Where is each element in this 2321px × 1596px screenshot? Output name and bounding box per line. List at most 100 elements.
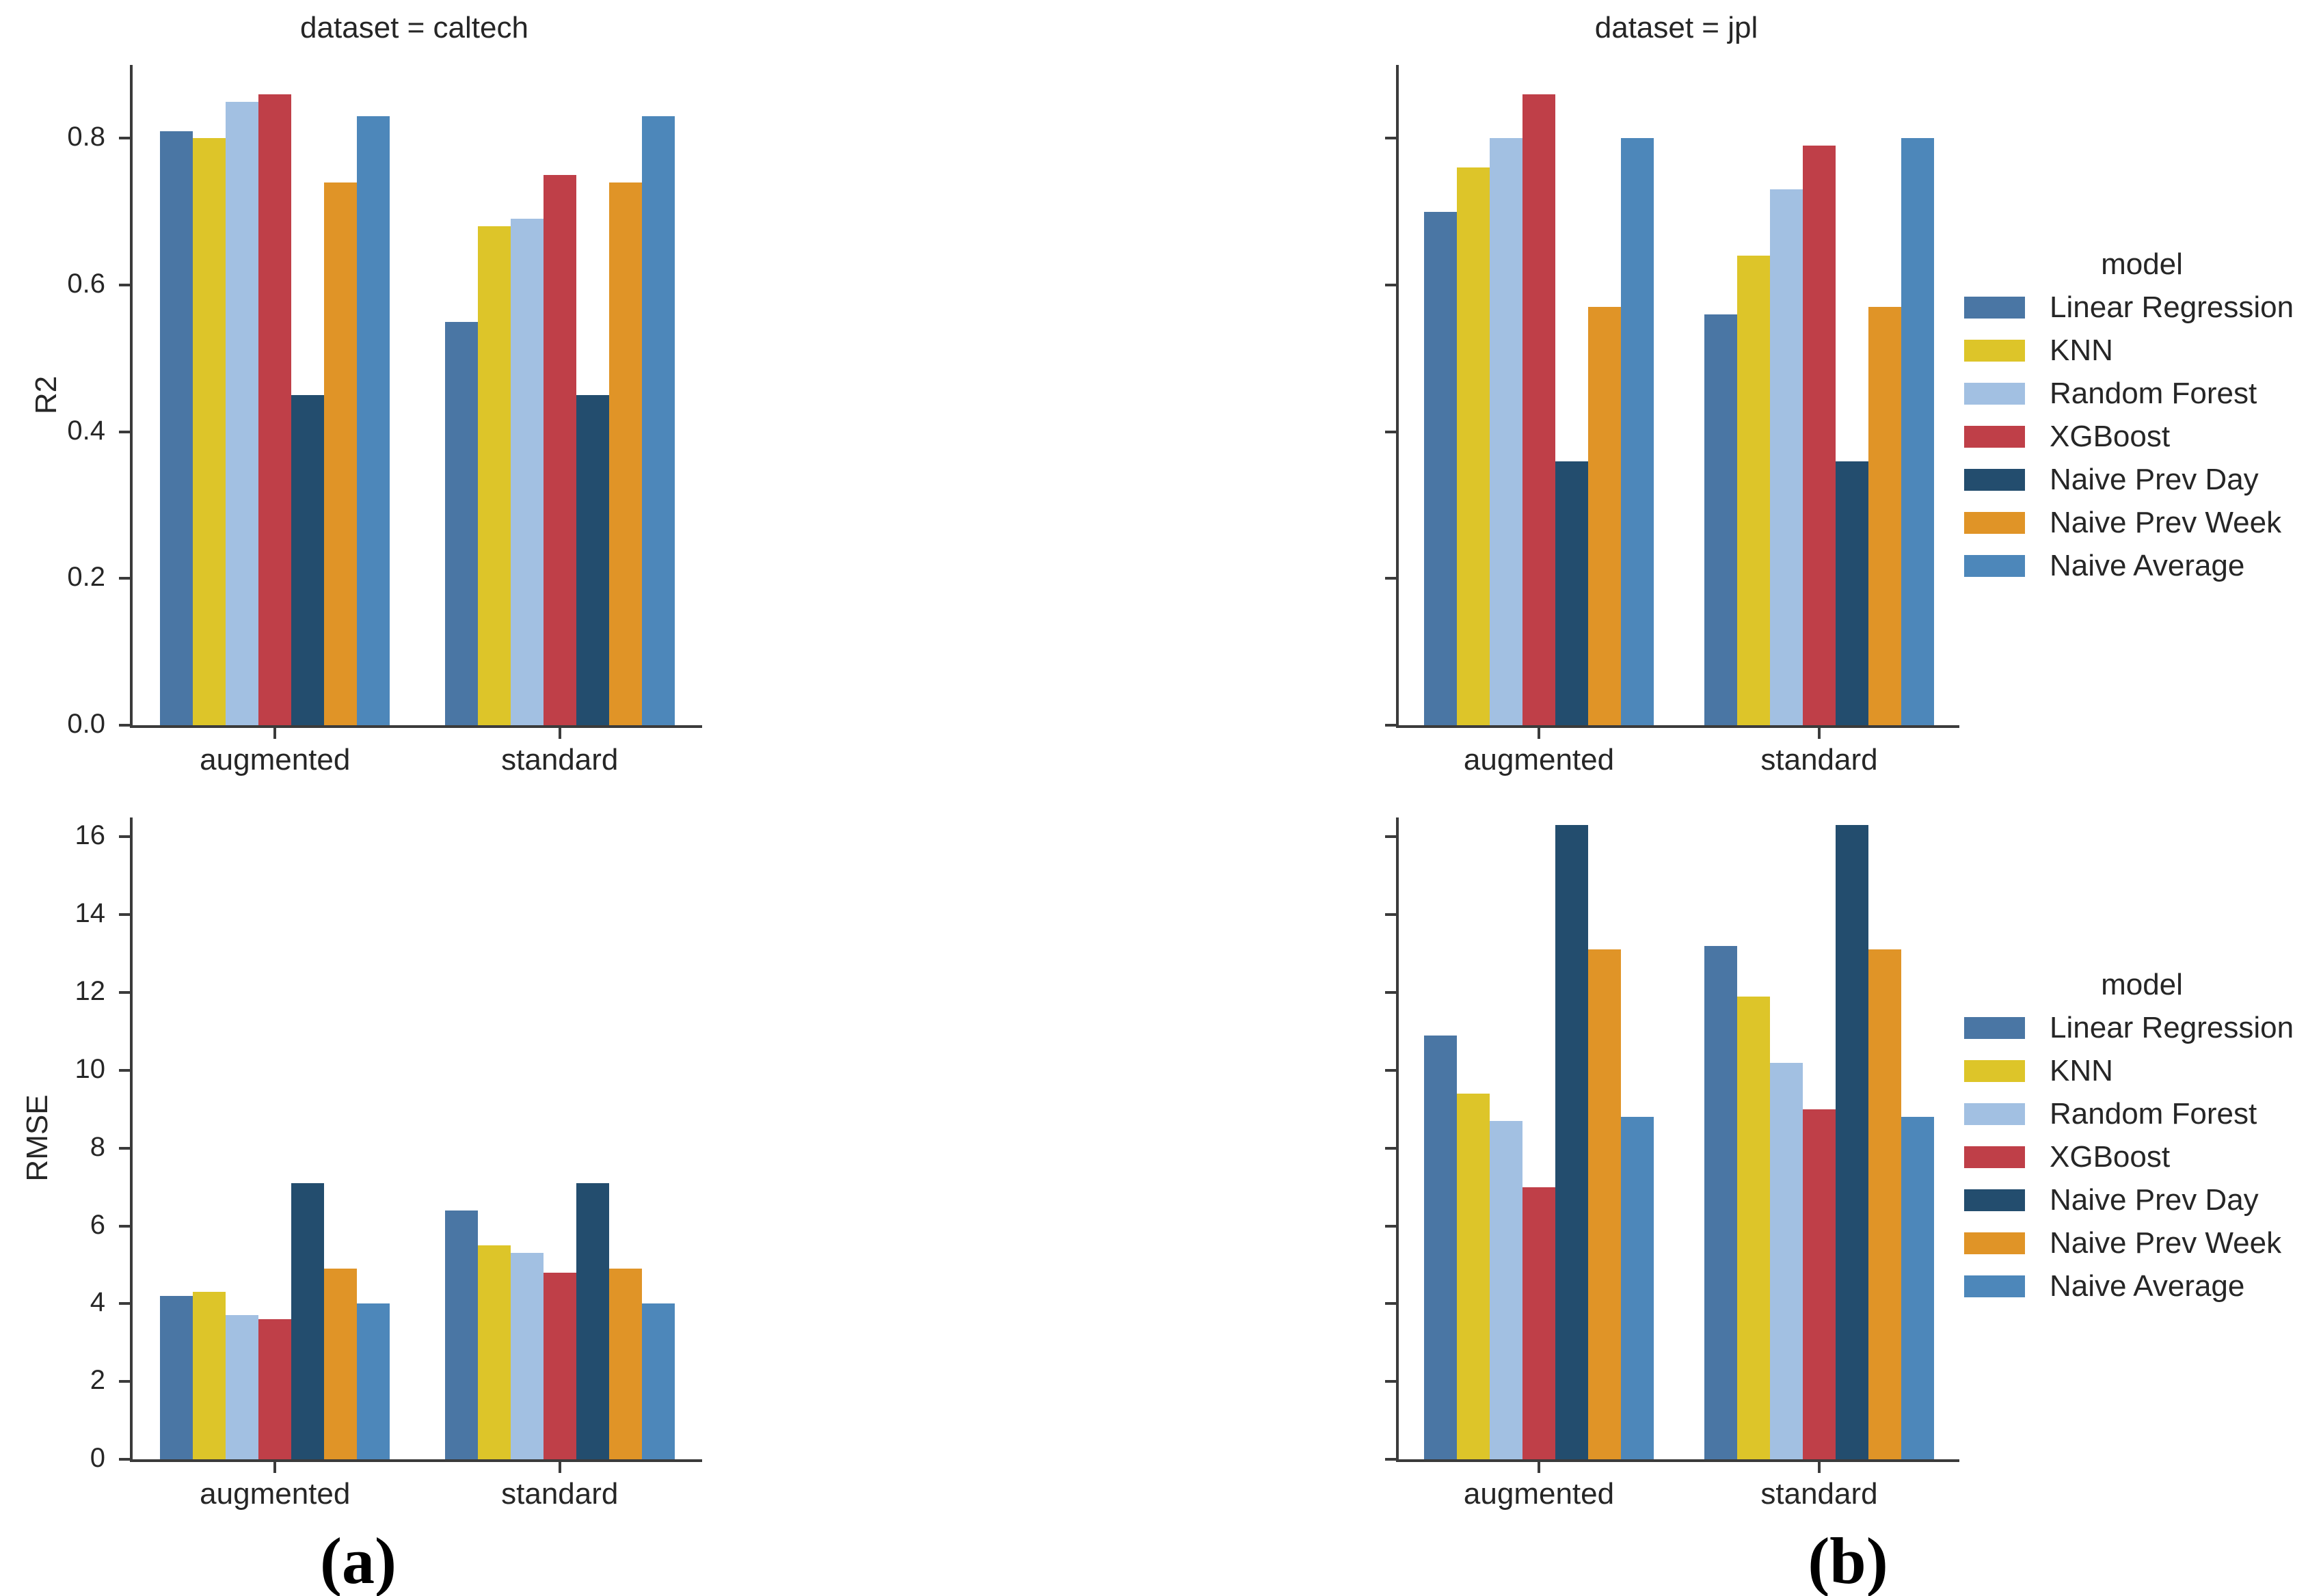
y-tick [1385, 1224, 1396, 1228]
bar-knn-standard [478, 226, 511, 725]
legend-title: model [2101, 247, 2183, 281]
y-tick [119, 1380, 130, 1383]
legend-label: Naive Prev Week [2050, 505, 2282, 539]
bar-xgboost-standard [544, 175, 576, 725]
bar-xgboost-augmented [1522, 1187, 1555, 1459]
bar-naive-prev-week-augmented [1588, 307, 1621, 725]
y-tick-label: 0.6 [67, 269, 105, 299]
x-tick [558, 728, 561, 739]
legend-item-knn: KNN [1964, 329, 2320, 372]
x-tick [273, 728, 277, 739]
y-tick [1385, 1302, 1396, 1306]
legend-item-naive-average: Naive Average [1964, 544, 2320, 587]
legend-label: KNN [2050, 1053, 2113, 1087]
legend-item-xgboost: XGBoost [1964, 1135, 2320, 1178]
bar-knn-augmented [1457, 1094, 1490, 1459]
bar-naive-prev-week-augmented [324, 1269, 357, 1459]
bar-naive-prev-day-standard [576, 395, 609, 725]
legend-item-random-forest: Random Forest [1964, 372, 2320, 415]
y-axis-label-r2: R2 [29, 375, 63, 415]
y-tick-label: 0.4 [67, 415, 105, 446]
bar-xgboost-augmented [1522, 94, 1555, 725]
legend-label: Naive Average [2050, 548, 2245, 582]
legend-swatch-naive-average [1964, 554, 2025, 577]
y-tick [1385, 1146, 1396, 1150]
legend-swatch-knn [1964, 1059, 2025, 1082]
legend-top: model Linear Regression KNN Random Forest X… [1964, 247, 2320, 587]
y-tick [119, 1458, 130, 1461]
bar-naive-average-standard [1901, 1117, 1934, 1459]
legend-label: Naive Prev Week [2050, 1226, 2282, 1260]
bar-knn-augmented [1457, 167, 1490, 725]
legend-label: Naive Prev Day [2050, 462, 2259, 496]
legend-title: model [2101, 968, 2183, 1001]
bar-naive-prev-day-standard [576, 1183, 609, 1459]
plot-jpl-rmse: augmented standard [1385, 817, 1959, 1511]
legend-item-naive-prev-day: Naive Prev Day [1964, 458, 2320, 501]
bar-random-forest-standard [1770, 189, 1803, 725]
y-tick [1385, 1458, 1396, 1461]
x-tick-label-standard: standard [1760, 1477, 1878, 1511]
bar-linear-regression-augmented [1424, 212, 1457, 725]
legend-item-naive-prev-week: Naive Prev Week [1964, 501, 2320, 544]
plot-jpl-r2: augmented standard [1385, 65, 1959, 776]
bar-random-forest-augmented [1490, 1121, 1522, 1459]
caption-b: (b) [1808, 1524, 1888, 1596]
legend-item-naive-average: Naive Average [1964, 1264, 2320, 1308]
bar-linear-regression-standard [445, 322, 478, 725]
legend-swatch-linear-regression [1964, 296, 2025, 319]
legend-item-xgboost: XGBoost [1964, 415, 2320, 458]
y-tick-label: 8 [90, 1131, 105, 1162]
y-tick [119, 1224, 130, 1228]
legend-item-linear-regression: Linear Regression [1964, 1006, 2320, 1049]
y-tick [1385, 577, 1396, 580]
y-tick [1385, 835, 1396, 839]
bar-naive-prev-week-standard [609, 182, 642, 725]
y-tick [119, 137, 130, 140]
y-tick [1385, 1068, 1396, 1072]
bar-naive-average-standard [642, 116, 675, 725]
x-tick [558, 1462, 561, 1473]
bar-naive-average-augmented [1621, 1117, 1654, 1459]
legend-label: XGBoost [2050, 419, 2171, 453]
bar-naive-prev-week-augmented [324, 182, 357, 725]
legend-label: Random Forest [2050, 376, 2257, 410]
legend-label: Linear Regression [2050, 290, 2294, 324]
bar-xgboost-standard [544, 1273, 576, 1459]
panel-title-caltech: dataset = caltech [300, 11, 528, 44]
legend-label: KNN [2050, 333, 2113, 367]
bar-knn-standard [1737, 997, 1770, 1459]
y-tick-label: 6 [90, 1209, 105, 1240]
bar-naive-average-augmented [357, 1303, 390, 1459]
plot-caltech-rmse: 0 2 4 6 8 10 12 14 16 augmented standard [75, 817, 702, 1511]
legend-swatch-naive-prev-week [1964, 511, 2025, 534]
y-tick-label: 0.0 [67, 709, 105, 739]
x-tick [273, 1462, 277, 1473]
bar-naive-prev-day-standard [1836, 461, 1868, 725]
legend-item-knn: KNN [1964, 1049, 2320, 1092]
bar-linear-regression-standard [445, 1210, 478, 1459]
y-tick [1385, 137, 1396, 140]
legend-label: Naive Prev Day [2050, 1182, 2259, 1217]
x-tick-label-augmented: augmented [1463, 1477, 1615, 1511]
bar-naive-prev-day-augmented [1555, 825, 1588, 1459]
legend-swatch-naive-prev-week [1964, 1232, 2025, 1254]
bar-linear-regression-augmented [160, 1296, 193, 1459]
y-tick-label: 0 [90, 1443, 105, 1473]
bar-random-forest-augmented [1490, 138, 1522, 725]
y-tick [119, 991, 130, 995]
y-tick-label: 0.2 [67, 562, 105, 593]
x-tick-label-standard: standard [501, 1477, 619, 1511]
y-tick-label: 4 [90, 1287, 105, 1318]
bar-naive-prev-day-augmented [291, 1183, 324, 1459]
y-tick [119, 1068, 130, 1072]
bar-naive-prev-day-standard [1836, 825, 1868, 1459]
y-tick-label: 12 [75, 976, 106, 1007]
y-tick [119, 724, 130, 727]
x-tick [1818, 728, 1821, 739]
bar-random-forest-standard [511, 219, 544, 725]
y-tick-label: 14 [75, 898, 106, 929]
y-tick [1385, 430, 1396, 433]
bar-xgboost-standard [1803, 1109, 1836, 1459]
